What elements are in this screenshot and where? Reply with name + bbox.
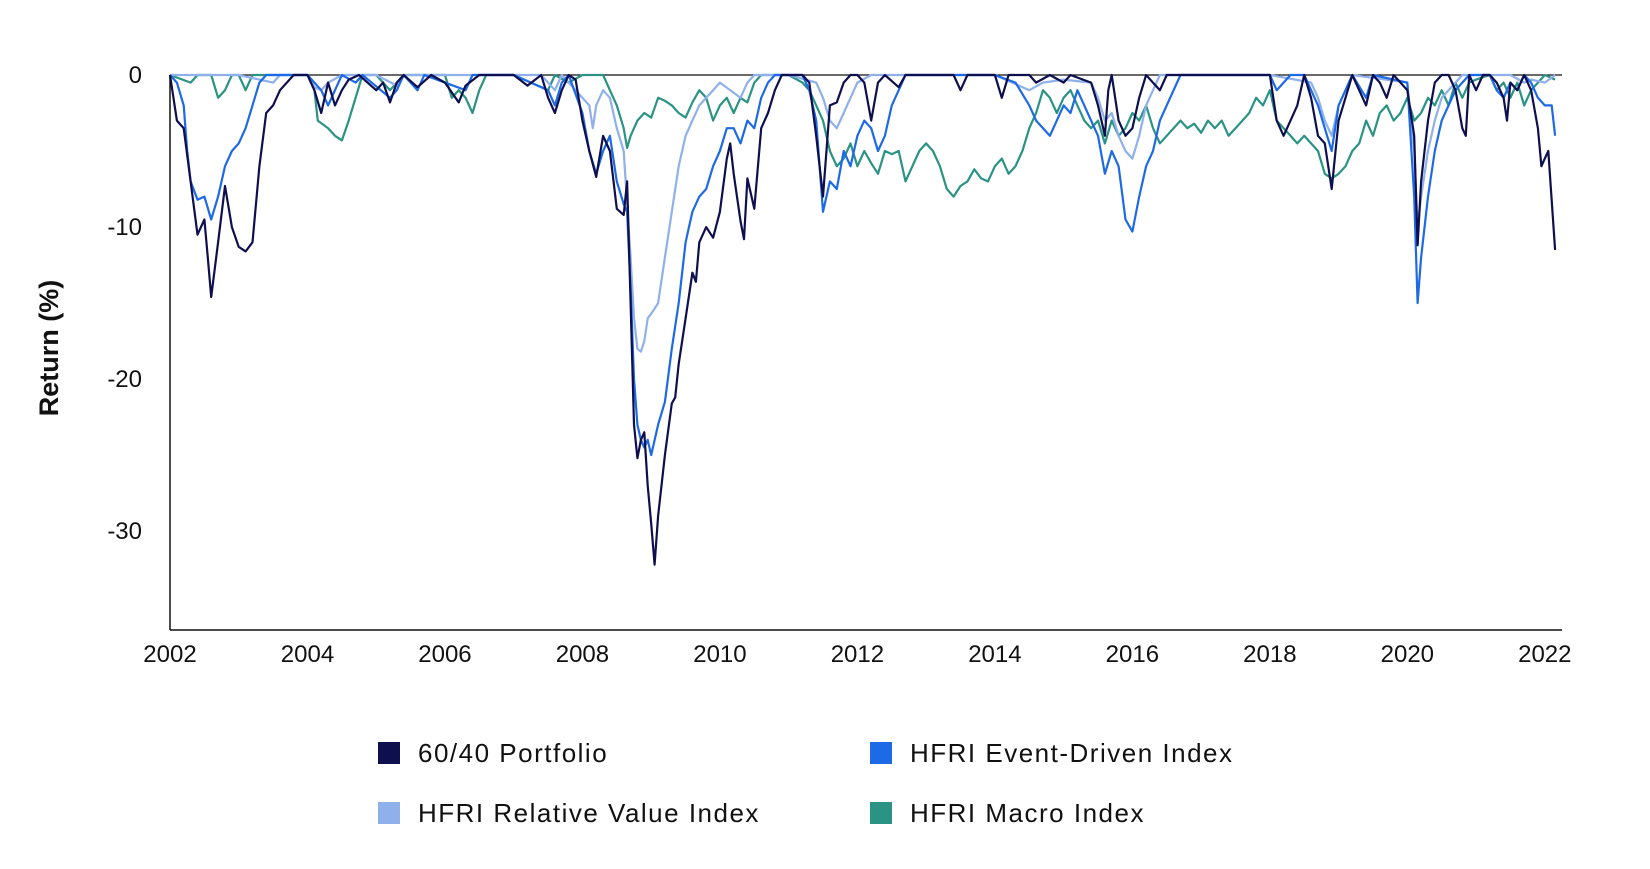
legend-swatch-60-40-portfolio bbox=[378, 742, 400, 764]
x-axis-ticks: 2002 2004 2006 2008 2010 2012 2014 2016 2018 2020… bbox=[143, 641, 1571, 668]
x-tick-label: 2004 bbox=[281, 641, 334, 668]
legend-item-60-40-portfolio: 60/40 Portfolio bbox=[378, 738, 608, 768]
series-line-hfri-macro-index bbox=[169, 73, 1556, 198]
legend-swatch-relative-value bbox=[378, 802, 400, 824]
legend: 60/40 Portfolio HFRI Event-Driven Index … bbox=[378, 738, 1378, 858]
legend-item-event-driven: HFRI Event-Driven Index bbox=[870, 738, 1233, 768]
x-tick-label: 2006 bbox=[418, 641, 471, 668]
series-line-hfri-event-driven-index bbox=[169, 73, 1557, 457]
legend-label-macro: HFRI Macro Index bbox=[910, 797, 1145, 828]
x-tick-label: 2016 bbox=[1106, 641, 1159, 668]
x-tick-label: 2014 bbox=[968, 641, 1021, 668]
legend-swatch-event-driven bbox=[870, 742, 892, 764]
x-tick-label: 2012 bbox=[831, 641, 884, 668]
x-tick-label: 2008 bbox=[556, 641, 609, 668]
legend-item-macro: HFRI Macro Index bbox=[870, 798, 1145, 828]
series-line-60-40-portfolio bbox=[168, 73, 1557, 566]
y-tick-label: -10 bbox=[107, 214, 142, 241]
x-tick-label: 2020 bbox=[1381, 641, 1434, 668]
legend-label-60-40-portfolio: 60/40 Portfolio bbox=[418, 737, 609, 768]
x-tick-label: 2018 bbox=[1243, 641, 1296, 668]
x-tick-label: 2010 bbox=[693, 641, 746, 668]
series-layer bbox=[168, 73, 1562, 566]
legend-item-relative-value: HFRI Relative Value Index bbox=[378, 798, 760, 828]
x-tick-label: 2002 bbox=[143, 641, 196, 668]
legend-label-relative-value: HFRI Relative Value Index bbox=[418, 797, 760, 828]
x-tick-label: 2022 bbox=[1518, 641, 1571, 668]
y-tick-label: -30 bbox=[107, 518, 142, 545]
y-axis-ticks: 0 -10 -20 -30 bbox=[107, 62, 142, 545]
y-axis-title: Return (%) bbox=[34, 280, 64, 417]
series-line-hfri-relative-value-index bbox=[170, 73, 1556, 353]
legend-swatch-macro bbox=[870, 802, 892, 824]
y-tick-label: -20 bbox=[107, 366, 142, 393]
legend-label-event-driven: HFRI Event-Driven Index bbox=[910, 737, 1234, 768]
y-tick-label: 0 bbox=[129, 62, 142, 89]
